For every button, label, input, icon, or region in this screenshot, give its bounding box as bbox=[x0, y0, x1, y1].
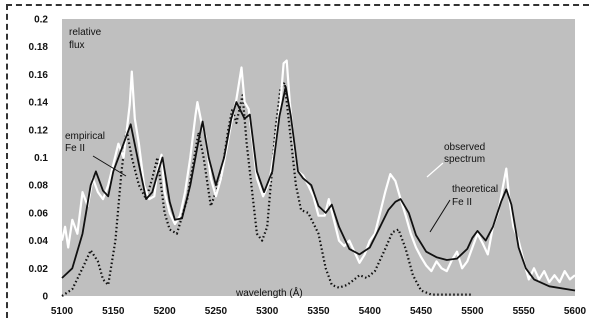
x-tick-label: 5150 bbox=[102, 306, 125, 317]
pointer-theoretical bbox=[429, 199, 451, 233]
y-tick-label: 0.14 bbox=[29, 98, 49, 109]
y-tick-label: 0.06 bbox=[29, 208, 49, 219]
label-empirical-line-1: empirical bbox=[65, 131, 105, 142]
x-tick-label: 5350 bbox=[307, 306, 330, 317]
y-tick-labels: 0 0.02 0.04 0.06 0.08 0.1 0.12 0.14 0.16 0.18 0.2 bbox=[29, 15, 49, 303]
x-tick-label: 5600 bbox=[564, 306, 587, 317]
x-tick-label: 5500 bbox=[461, 306, 484, 317]
y-tick-label: 0.04 bbox=[29, 236, 49, 247]
series-lines bbox=[60, 59, 576, 297]
x-tick-label: 5400 bbox=[359, 306, 382, 317]
figure-frame bbox=[6, 4, 589, 318]
y-tick-label: 0.08 bbox=[29, 181, 49, 192]
y-tick-label: 0.1 bbox=[34, 153, 48, 164]
y-tick-label: 0.02 bbox=[29, 264, 49, 275]
y-tick-label: 0.12 bbox=[29, 125, 49, 136]
empirical-fe2-line bbox=[61, 86, 576, 292]
label-observed-line-1: observed bbox=[444, 142, 485, 153]
y-tick-label: 0.16 bbox=[29, 70, 49, 81]
label-theoretical-line-1: theoretical bbox=[452, 184, 498, 195]
ylabel-line-1: relative bbox=[69, 27, 102, 38]
x-axis-title: wavelength (Å) bbox=[235, 286, 303, 299]
pointer-empirical bbox=[92, 155, 127, 177]
x-tick-labels: 5100 5150 5200 5250 5300 5350 5400 5450 5500 5550… bbox=[51, 306, 587, 317]
y-tick-label: 0.18 bbox=[29, 42, 49, 53]
x-tick-label: 5200 bbox=[153, 306, 176, 317]
y-tick-label: 0.2 bbox=[34, 15, 48, 26]
pointer-observed bbox=[426, 162, 444, 178]
label-theoretical-line-2: Fe II bbox=[452, 197, 472, 208]
x-tick-label: 5300 bbox=[256, 306, 279, 317]
x-tick-label: 5450 bbox=[410, 306, 433, 317]
x-tick-label: 5250 bbox=[205, 306, 228, 317]
annotations: relative flux empirical Fe II observed s… bbox=[65, 27, 498, 299]
plot-area bbox=[62, 19, 575, 296]
y-tick-label: 0 bbox=[42, 292, 48, 303]
label-observed-line-2: spectrum bbox=[444, 154, 485, 165]
label-empirical-line-2: Fe II bbox=[65, 143, 85, 154]
ylabel-line-2: flux bbox=[69, 40, 85, 51]
x-tick-label: 5550 bbox=[513, 306, 536, 317]
x-tick-label: 5100 bbox=[51, 306, 74, 317]
